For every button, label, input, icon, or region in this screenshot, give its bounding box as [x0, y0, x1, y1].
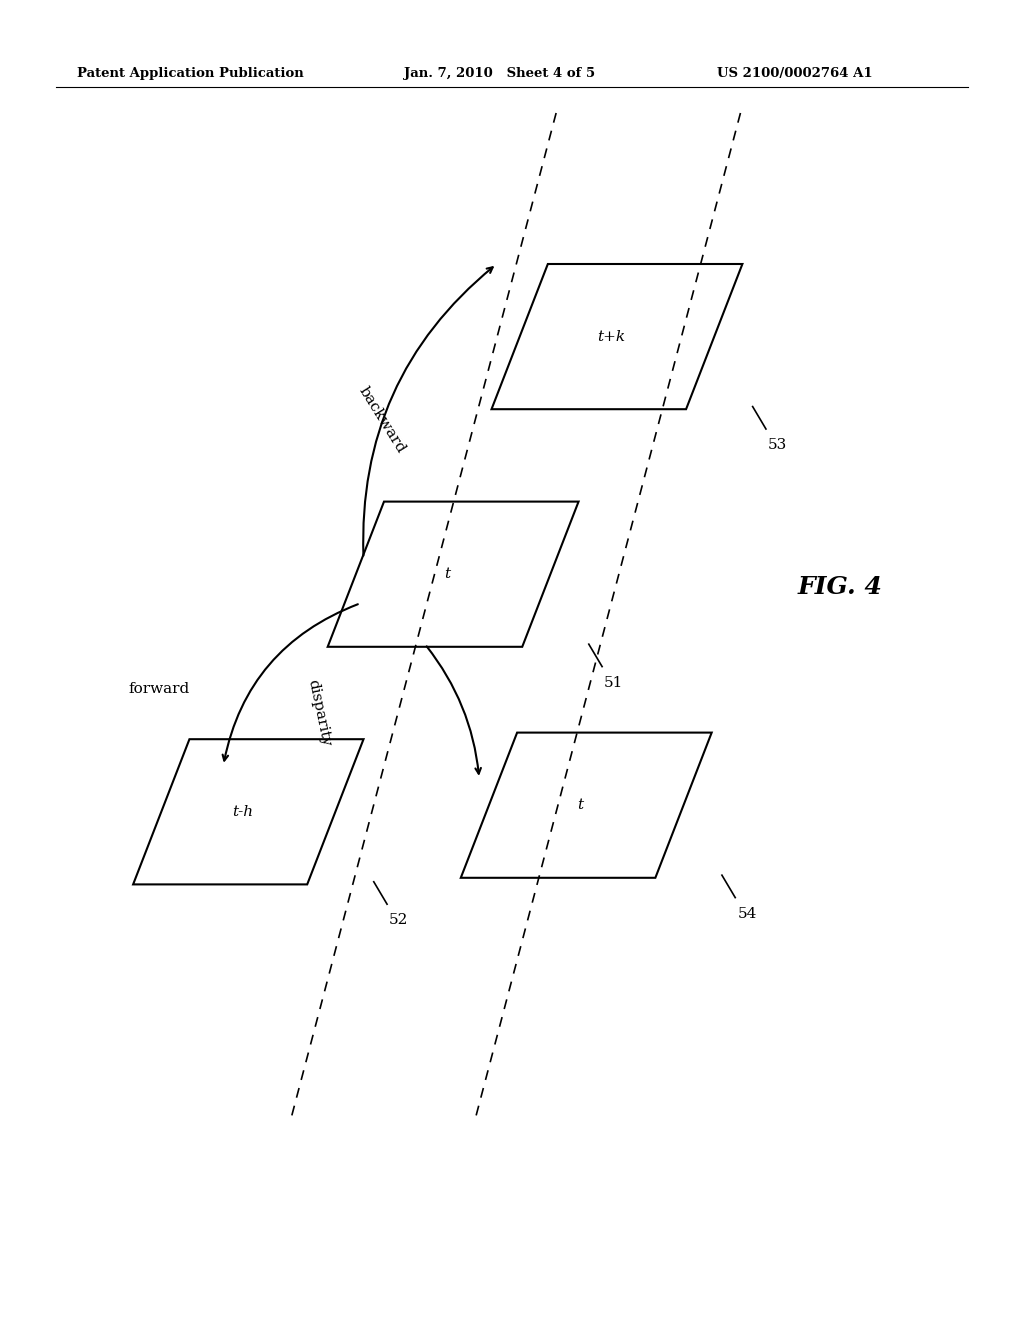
Text: US 2100/0002764 A1: US 2100/0002764 A1: [717, 67, 872, 81]
Text: 53: 53: [768, 438, 787, 453]
Text: t: t: [578, 799, 584, 812]
Text: Patent Application Publication: Patent Application Publication: [77, 67, 303, 81]
Text: FIG. 4: FIG. 4: [798, 576, 882, 599]
Text: Jan. 7, 2010   Sheet 4 of 5: Jan. 7, 2010 Sheet 4 of 5: [404, 67, 596, 81]
Text: 51: 51: [604, 676, 624, 690]
Text: 52: 52: [389, 913, 409, 928]
Text: backward: backward: [356, 384, 409, 455]
Text: t-h: t-h: [232, 805, 253, 818]
Text: 54: 54: [737, 907, 757, 921]
Text: forward: forward: [128, 682, 189, 696]
Text: disparity: disparity: [305, 678, 333, 747]
Text: t+k: t+k: [597, 330, 626, 343]
Text: t: t: [444, 568, 451, 581]
